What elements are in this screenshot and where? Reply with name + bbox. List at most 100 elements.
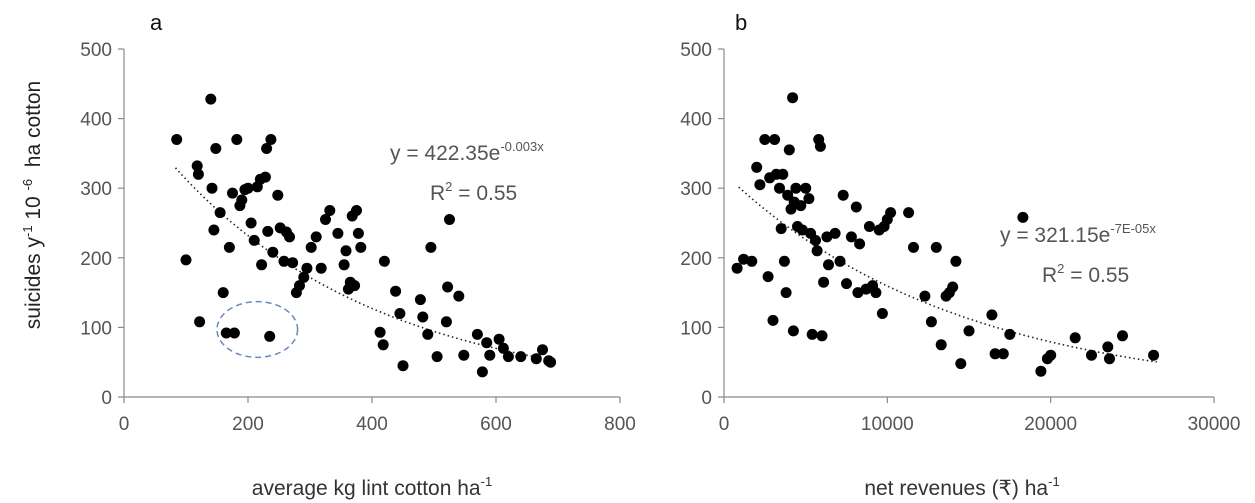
data-point [394, 308, 406, 319]
r-squared: R2 = 0.55 [430, 179, 517, 205]
data-point [256, 259, 268, 271]
data-point [1104, 353, 1115, 365]
y-tick-label: 300 [680, 179, 712, 200]
data-point [787, 325, 799, 337]
data-point [903, 207, 915, 219]
data-point [205, 93, 217, 105]
data-point [471, 328, 483, 340]
data-point [278, 255, 290, 267]
data-point [790, 182, 802, 194]
data-point [374, 326, 386, 338]
y-tick-label: 500 [680, 40, 712, 61]
data-point [502, 351, 514, 363]
data-point [947, 281, 959, 293]
data-point [214, 207, 226, 219]
y-tick-label: 500 [80, 40, 112, 61]
data-point [305, 241, 317, 253]
data-point [870, 287, 882, 299]
data-point [863, 221, 875, 232]
x-tick-label: 800 [604, 414, 636, 435]
data-point [1148, 349, 1160, 361]
data-point [390, 285, 402, 297]
x-tick-label: 0 [119, 414, 130, 435]
y-tick-label: 0 [101, 388, 112, 409]
data-point [440, 316, 452, 328]
y-tick-label: 0 [701, 388, 712, 409]
data-point [242, 182, 254, 194]
data-point [908, 241, 919, 253]
x-tick-label: 30000 [1188, 414, 1241, 435]
data-point [731, 262, 743, 274]
data-point [294, 280, 305, 292]
data-point [1017, 211, 1029, 223]
y-tick-label: 200 [80, 249, 112, 270]
data-point [210, 143, 222, 154]
data-point [231, 134, 243, 145]
data-point [476, 366, 488, 378]
x-axis-title-exp: -1 [1048, 474, 1060, 489]
data-point [320, 214, 331, 225]
data-point [811, 245, 823, 257]
data-point [1004, 328, 1016, 340]
data-point [837, 189, 849, 201]
data-point [351, 205, 362, 216]
data-point [301, 262, 313, 274]
y-axis-title: suicides y-1 10 -6 ha cotton [20, 81, 45, 329]
data-point [377, 339, 389, 351]
data-point [352, 227, 364, 239]
data-point [236, 194, 248, 206]
data-point [885, 207, 897, 219]
y-tick-label: 200 [680, 249, 712, 270]
data-point [777, 168, 789, 180]
r-squared-rest: = 0.55 [452, 182, 517, 205]
r-squared-base: R [430, 182, 445, 205]
data-point [955, 358, 967, 370]
panel-label: a [150, 10, 163, 35]
data-point [180, 254, 192, 266]
data-point [458, 349, 470, 361]
y-axis-title-exp2: -6 [20, 179, 35, 191]
data-point [272, 189, 284, 201]
data-point [259, 171, 271, 183]
data-point [778, 255, 790, 267]
x-axis-title-base: net revenues (₹) ha [864, 477, 1048, 500]
data-point [545, 356, 557, 368]
data-point [284, 231, 295, 243]
x-tick-label: 0 [719, 414, 730, 435]
data-point [821, 231, 833, 243]
data-point [217, 287, 229, 299]
data-point [1035, 365, 1047, 377]
data-point [925, 316, 937, 328]
data-point [315, 262, 327, 274]
data-point [780, 287, 792, 299]
data-point [444, 214, 455, 225]
chart-panel-b: 0 100 200 300 400 500 0 10000 20000 30000 b net rev… [680, 10, 1240, 500]
data-point [287, 257, 299, 269]
data-point [228, 327, 240, 339]
y-tick-label: 300 [80, 179, 112, 200]
data-point [332, 227, 344, 239]
r-squared-exp: 2 [445, 179, 452, 194]
data-point [442, 281, 454, 293]
trend-equation-base: y = 321.15e [1000, 224, 1110, 247]
x-tick-label: 20000 [1024, 414, 1077, 435]
x-tick-label: 10000 [861, 414, 914, 435]
y-tick-label: 400 [80, 110, 112, 131]
data-point [248, 234, 260, 246]
y-axis-title-base: suicides y [22, 237, 45, 330]
data-point [298, 271, 310, 283]
data-point [515, 351, 527, 363]
data-point [845, 231, 857, 243]
data-point [989, 348, 1001, 360]
x-axis-title-exp: -1 [481, 474, 493, 489]
data-point [192, 168, 204, 180]
data-point [349, 280, 361, 292]
data-point [818, 276, 830, 288]
data-point [1102, 341, 1114, 353]
data-point [324, 205, 336, 216]
data-point [340, 245, 352, 257]
data-point [746, 255, 758, 267]
data-point [775, 223, 787, 235]
data-point [1117, 330, 1128, 342]
